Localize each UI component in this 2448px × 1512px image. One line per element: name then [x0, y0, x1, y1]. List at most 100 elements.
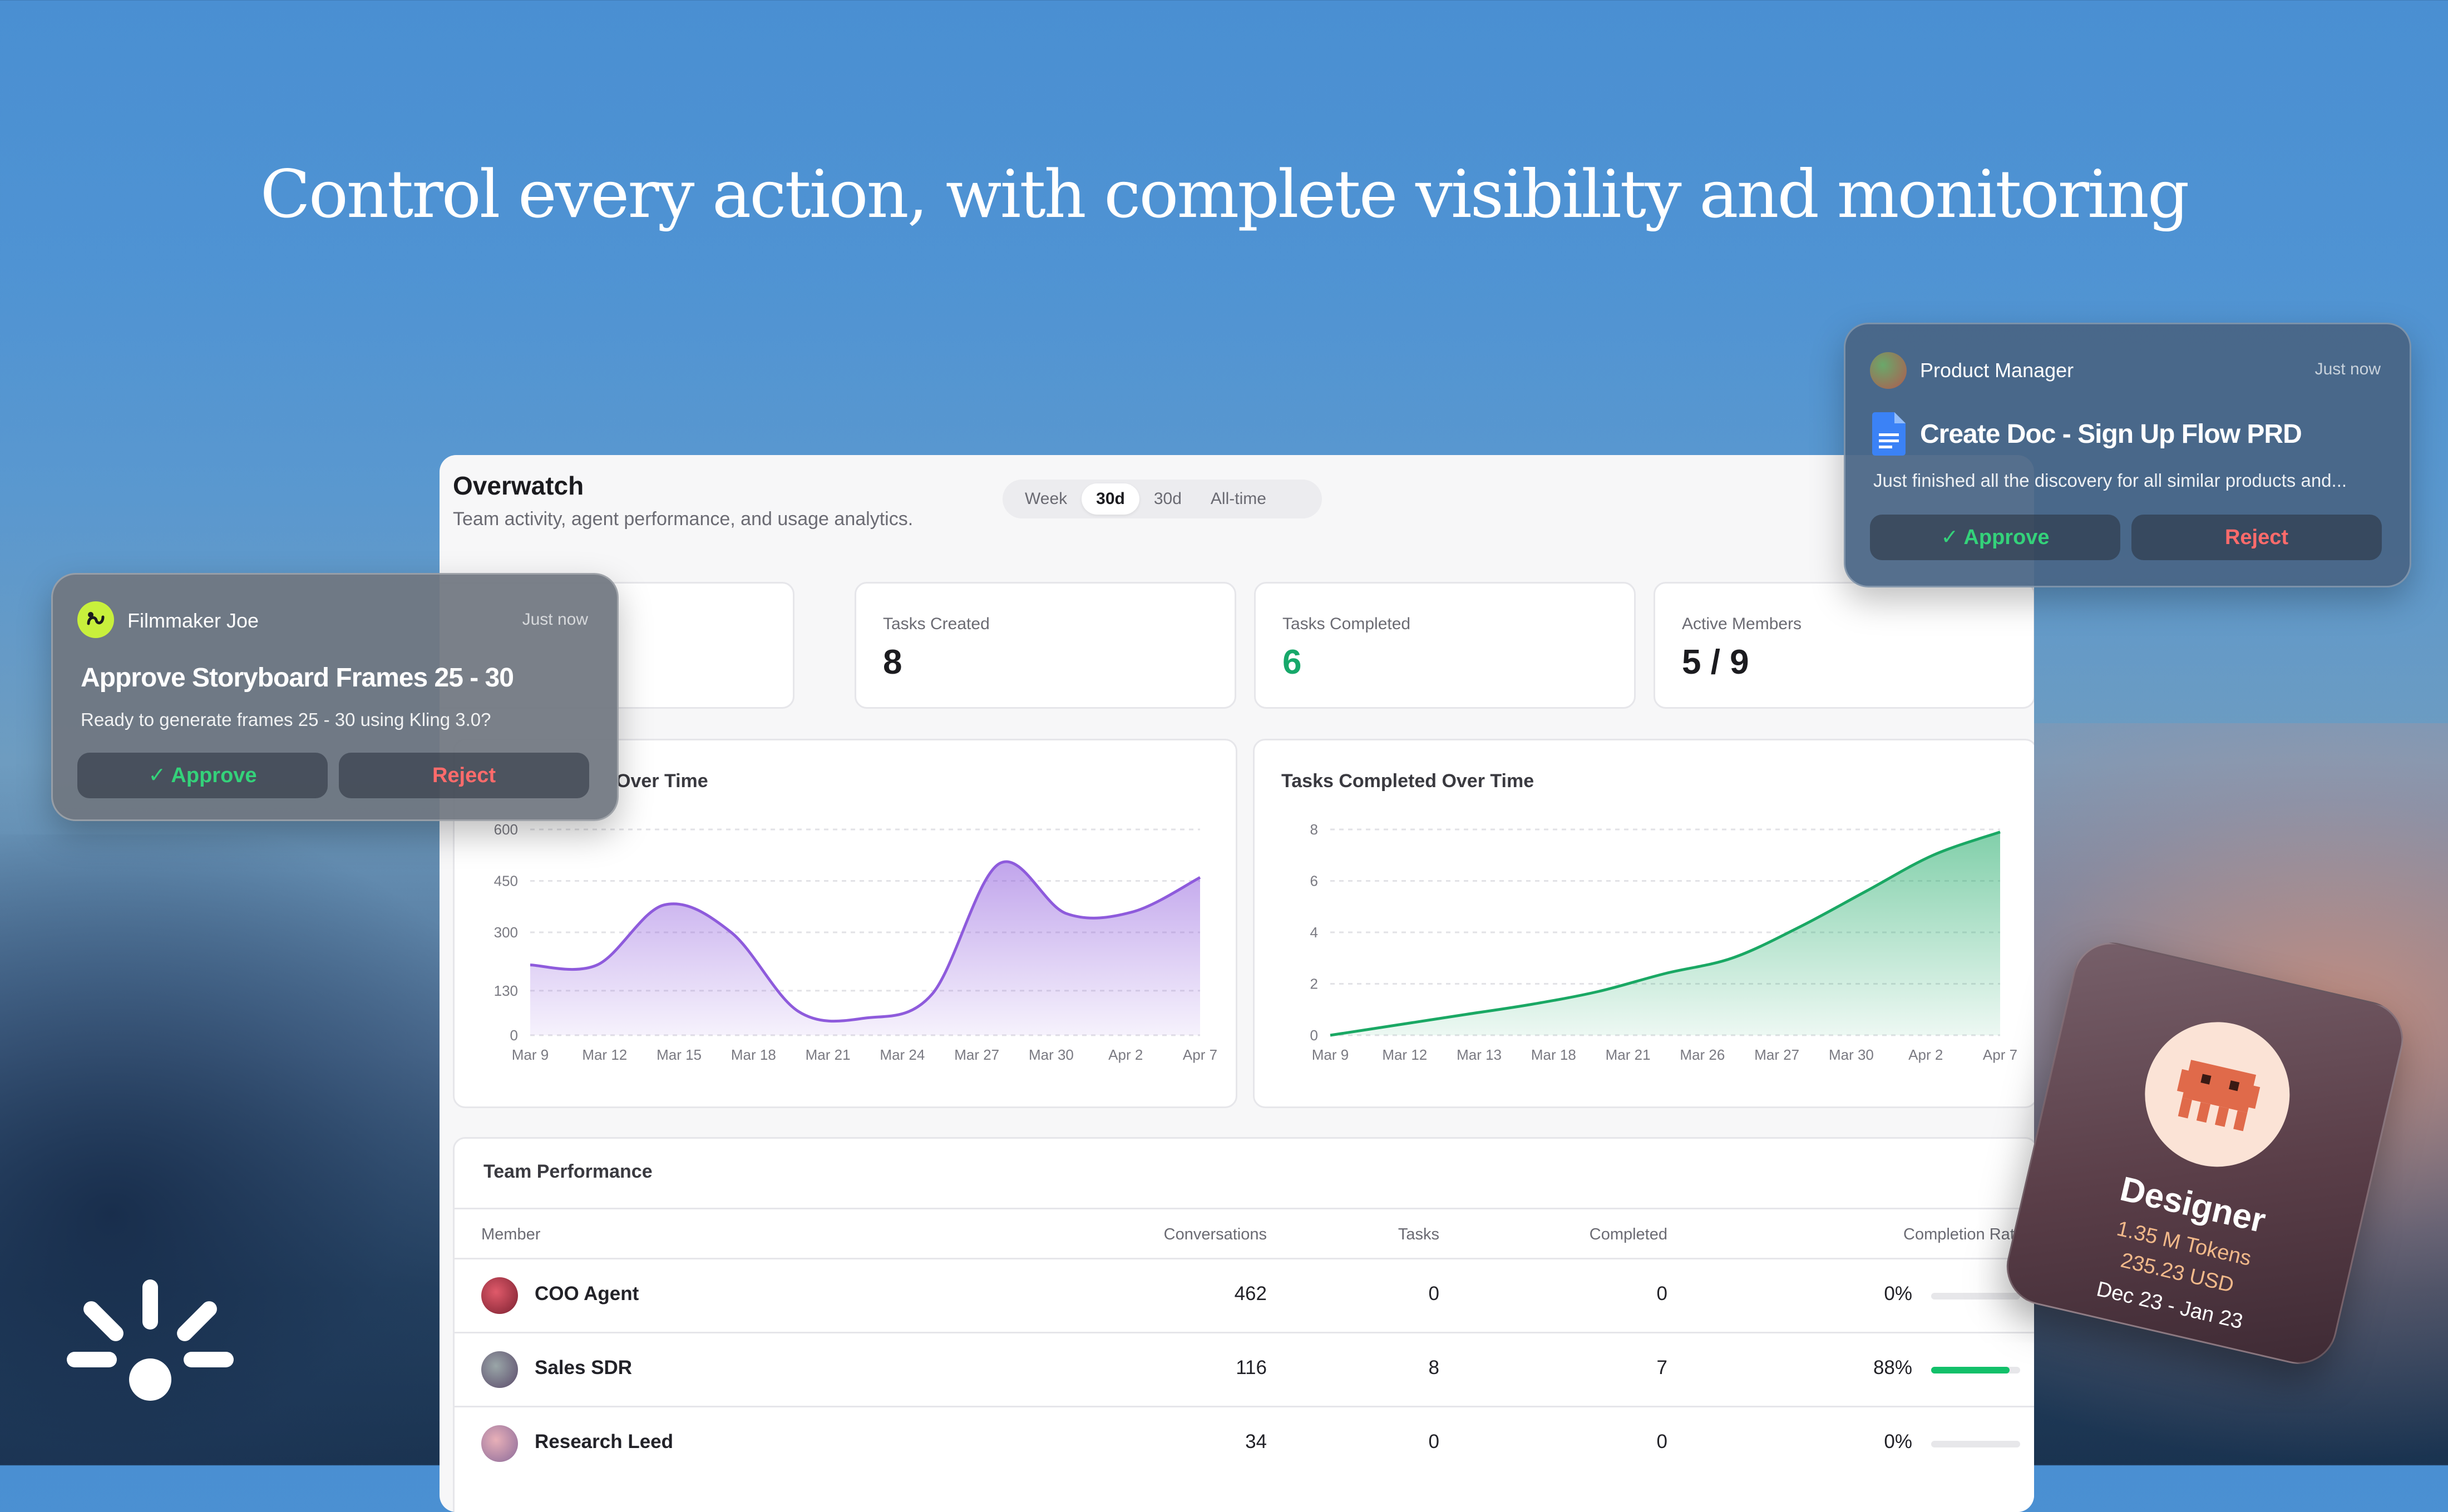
x-tick-label: Apr 7 — [1183, 1046, 1217, 1063]
y-tick-label: 130 — [494, 982, 518, 999]
x-tick-label: Mar 30 — [1029, 1046, 1074, 1063]
divider — [455, 1258, 2034, 1259]
completed-value: 0 — [1656, 1431, 1667, 1452]
series-area — [530, 861, 1200, 1035]
member-name: COO Agent — [535, 1283, 639, 1305]
range-selector: Week 30d 30d All-time — [1003, 480, 1322, 518]
x-tick-label: Mar 30 — [1829, 1046, 1874, 1063]
x-tick-label: Mar 27 — [1754, 1046, 1799, 1063]
completion-rate-bar — [1931, 1293, 2020, 1299]
conversations-value: 116 — [1236, 1357, 1267, 1378]
y-tick-label: 0 — [1310, 1027, 1318, 1044]
approve-button[interactable]: ✓ Approve — [1870, 515, 2120, 560]
chart-card-right: Tasks Completed Over Time 8 6 4 2 0 Mar 9 Mar … — [1253, 739, 2034, 1108]
avatar — [481, 1425, 518, 1462]
x-tick-label: Mar 24 — [880, 1046, 925, 1063]
divider — [455, 1406, 2034, 1407]
x-tick-label: Mar 18 — [1531, 1046, 1576, 1063]
x-tick-label: Apr 2 — [1108, 1046, 1143, 1063]
notification-filmmaker-joe: Filmmaker Joe Just now Approve Storyboar… — [51, 573, 619, 821]
x-tick-label: Mar 27 — [954, 1046, 999, 1063]
column-header-tasks: Tasks — [1398, 1226, 1439, 1243]
x-tick-label: Mar 12 — [582, 1046, 627, 1063]
range-30d-alt-button[interactable]: 30d — [1153, 490, 1182, 508]
notification-product-manager: Product Manager Just now Create Doc - Si… — [1844, 323, 2411, 587]
avatar — [481, 1277, 518, 1314]
x-tick-label: Mar 21 — [1606, 1046, 1651, 1063]
column-header-completion-rate: Completion Rate — [1903, 1226, 2023, 1243]
sun-logo-icon — [67, 1279, 234, 1401]
table-row[interactable]: Research Leed 34 0 0 0% — [455, 1407, 2034, 1480]
x-tick-label: Apr 2 — [1908, 1046, 1943, 1063]
overwatch-panel: Overwatch Team activity, agent performan… — [440, 455, 2034, 1512]
chart-right-svg: 8 6 4 2 0 Mar 9 Mar 12 Mar 13 Mar 18 Mar 21 Mar 26… — [1310, 821, 2018, 1063]
range-week-button[interactable]: Week — [1025, 490, 1068, 508]
y-tick-label: 450 — [494, 873, 518, 890]
notification-body: Just finished all the discovery for all … — [1873, 470, 2347, 491]
filmmaker-avatar-icon — [77, 601, 114, 638]
completed-value: 7 — [1656, 1357, 1667, 1378]
page-title: Overwatch — [453, 471, 584, 500]
tasks-value: 0 — [1428, 1431, 1439, 1452]
designer-card[interactable]: Designer 1.35 M Tokens 235.23 USD Dec 23… — [1998, 935, 2411, 1372]
x-tick-label: Mar 21 — [806, 1046, 851, 1063]
table-row[interactable]: COO Agent 462 0 0 0% — [455, 1259, 2034, 1332]
reject-button[interactable]: Reject — [339, 753, 589, 798]
x-tick-label: Mar 15 — [657, 1046, 702, 1063]
approve-label: Approve — [171, 764, 257, 787]
page-subtitle: Team activity, agent performance, and us… — [453, 508, 914, 530]
stat-value: 6 — [1282, 643, 1302, 681]
notification-time: Just now — [2314, 360, 2381, 378]
chart-title: Over Time — [616, 770, 708, 792]
stat-value: 5 / 9 — [1682, 643, 1749, 681]
headline: Control every action, with complete visi… — [260, 156, 2190, 233]
y-tick-label: 0 — [510, 1027, 518, 1044]
stat-card-active-members: Active Members 5 / 9 — [1654, 582, 2034, 709]
stat-label: Active Members — [1682, 615, 1802, 633]
x-tick-label: Apr 7 — [1983, 1046, 2017, 1063]
team-performance-card: Team Performance Member Conversations Ta… — [453, 1137, 2034, 1512]
x-tick-label: Mar 9 — [1312, 1046, 1349, 1063]
member-name: Sales SDR — [535, 1357, 633, 1378]
notification-time: Just now — [522, 610, 588, 629]
completion-rate-fill — [1931, 1367, 2010, 1373]
product-manager-avatar — [1870, 352, 1907, 389]
team-performance-title: Team Performance — [483, 1161, 653, 1182]
completion-rate-value: 0% — [1884, 1431, 1912, 1452]
notification-sender: Filmmaker Joe — [127, 609, 259, 632]
completion-rate-value: 88% — [1873, 1357, 1912, 1378]
approve-button[interactable]: ✓ Approve — [77, 753, 328, 798]
x-tick-label: Mar 13 — [1457, 1046, 1502, 1063]
check-icon: ✓ — [1941, 526, 1964, 549]
octopus-icon — [2176, 1060, 2261, 1131]
y-tick-label: 600 — [494, 821, 518, 838]
divider — [455, 1208, 2034, 1209]
divider — [455, 1332, 2034, 1333]
x-tick-label: Mar 18 — [731, 1046, 776, 1063]
notification-title: Create Doc - Sign Up Flow PRD — [1920, 419, 2302, 449]
avatar — [481, 1351, 518, 1388]
x-tick-label: Mar 26 — [1680, 1046, 1725, 1063]
reject-button[interactable]: Reject — [2131, 515, 2382, 560]
range-all-time-button[interactable]: All-time — [1210, 490, 1266, 508]
x-tick-label: Mar 9 — [512, 1046, 549, 1063]
designer-avatar — [2130, 1007, 2304, 1182]
range-30d-button[interactable]: 30d — [1082, 483, 1139, 515]
doc-icon — [1872, 412, 1906, 456]
y-tick-label: 2 — [1310, 976, 1318, 992]
series-area — [1330, 832, 2000, 1035]
y-tick-label: 4 — [1310, 924, 1318, 941]
check-icon: ✓ — [148, 764, 171, 787]
tasks-value: 0 — [1428, 1283, 1439, 1305]
notification-sender: Product Manager — [1920, 359, 2074, 382]
table-row[interactable]: Sales SDR 116 8 7 88% — [455, 1333, 2034, 1406]
column-header-member: Member — [481, 1226, 541, 1243]
y-tick-label: 300 — [494, 924, 518, 941]
chart-title: Tasks Completed Over Time — [1281, 770, 1534, 792]
stat-card-tasks-completed: Tasks Completed 6 — [1254, 582, 1636, 709]
conversations-value: 462 — [1234, 1283, 1267, 1305]
stat-card-tasks-created: Tasks Created 8 — [855, 582, 1236, 709]
completion-rate-bar — [1931, 1367, 2020, 1373]
conversations-value: 34 — [1245, 1431, 1267, 1452]
column-header-completed: Completed — [1589, 1226, 1667, 1243]
